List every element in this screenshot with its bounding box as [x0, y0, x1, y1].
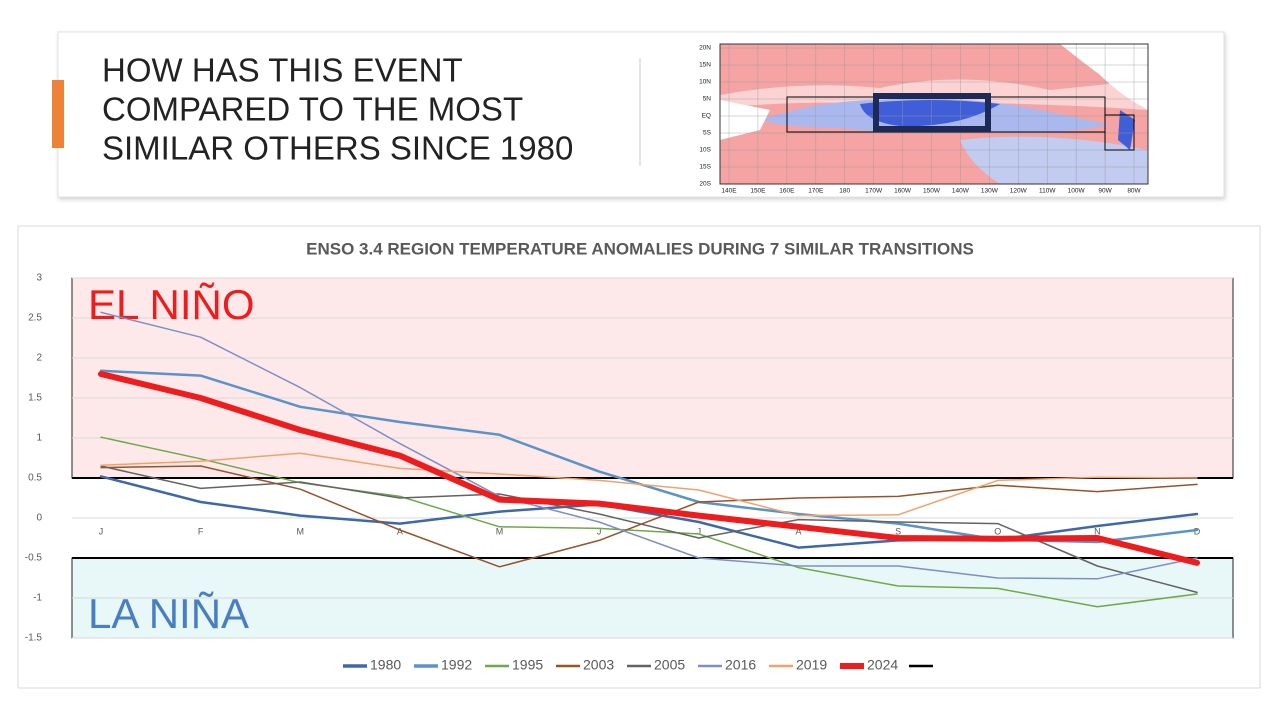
- x-tick-label: A: [397, 526, 403, 536]
- map-lat-label: 15N: [699, 62, 711, 69]
- y-tick-label: -0.5: [25, 553, 43, 564]
- nino34-box: [873, 93, 991, 132]
- map-lon-label: 140W: [952, 188, 970, 195]
- y-tick-label: -1.5: [25, 633, 43, 644]
- map-lon-label: 120W: [1010, 188, 1028, 195]
- title-line: SIMILAR OTHERS SINCE 1980: [102, 130, 573, 167]
- map-lon-label: 150W: [923, 188, 941, 195]
- accent-bar: [52, 80, 64, 148]
- legend-label: 2003: [583, 657, 614, 673]
- map-lat-label: EQ: [702, 113, 711, 120]
- y-tick-label: 0.5: [28, 473, 42, 484]
- x-tick-label: F: [198, 526, 204, 536]
- x-tick-label: J: [99, 526, 104, 536]
- map-lat-label: 15S: [699, 164, 711, 171]
- series-line: [100, 452, 1198, 517]
- map-box: [1104, 114, 1135, 151]
- x-tick-label: S: [895, 526, 901, 536]
- x-tick-label: N: [1094, 526, 1101, 536]
- map-lon-label: 100W: [1068, 188, 1086, 195]
- map-lat-label: 10S: [699, 147, 711, 154]
- x-tick-label: J: [597, 526, 602, 536]
- map-pattern: [860, 100, 1000, 127]
- y-tick-label: 2.5: [28, 313, 42, 324]
- map-lon-label: 170W: [865, 188, 883, 195]
- map-lon-label: 150E: [750, 188, 766, 195]
- map-land: [1060, 44, 1148, 110]
- y-tick-label: 2: [36, 353, 42, 364]
- map-land: [720, 100, 770, 140]
- map-lon-label: 140E: [721, 188, 737, 195]
- x-tick-label: O: [994, 526, 1001, 536]
- series-line: [100, 436, 1198, 608]
- y-tick-label: 1.5: [28, 393, 42, 404]
- map-lon-label: 90W: [1098, 188, 1112, 195]
- legend-label: 1992: [441, 657, 472, 673]
- map-lon-label: 80W: [1127, 188, 1141, 195]
- map-lon-label: 170E: [808, 188, 824, 195]
- y-tick-label: 1: [36, 433, 42, 444]
- map-lat-label: 10N: [699, 79, 711, 86]
- region-label: LA NIÑA: [88, 590, 249, 637]
- map-lat-label: 20S: [699, 181, 711, 188]
- map-lat-label: 5N: [703, 96, 712, 103]
- legend-label: 1995: [512, 657, 543, 673]
- region-label: EL NIÑO: [88, 281, 254, 328]
- series-line: [100, 465, 1198, 568]
- x-tick-label: M: [297, 526, 305, 536]
- map-lat-label: 5S: [703, 130, 712, 137]
- plot: -1.5 -1 -0.5 0 0.5 1 1.5 2 2.5 3 EL NIÑO LA NIÑA J F M…: [25, 273, 1234, 673]
- x-tick-label: D: [1194, 526, 1201, 536]
- series-line: [98, 371, 1200, 566]
- map-lon-label: 110W: [1039, 188, 1056, 195]
- region: [71, 277, 1234, 479]
- legend-label: 2024: [867, 657, 898, 673]
- legend-label: 2005: [654, 657, 685, 673]
- y-tick-label: -1: [33, 593, 42, 604]
- map-lat-label: 20N: [699, 45, 711, 52]
- series-line: [100, 311, 1198, 580]
- map-frame: [719, 43, 1149, 185]
- x-tick-label: A: [795, 526, 801, 536]
- x-tick-label: M: [496, 526, 504, 536]
- title-line: COMPARED TO THE MOST: [102, 91, 523, 128]
- map: 20N 15N 10N 5N EQ 5S 10S 15S 20S 140E 150E 160E 170E…: [699, 43, 1149, 195]
- y-tick-label: 3: [36, 273, 42, 284]
- map-lon-label: 180: [839, 188, 850, 195]
- legend-label: 1980: [370, 657, 401, 673]
- legend-label: 2019: [796, 657, 827, 673]
- legend-label: 2016: [725, 657, 756, 673]
- map-lon-label: 160E: [779, 188, 795, 195]
- chart-title: ENSO 3.4 REGION TEMPERATURE ANOMALIES DU…: [306, 239, 974, 258]
- map-pattern: [1118, 110, 1135, 150]
- map-lon-label: 160W: [894, 188, 912, 195]
- y-tick-label: 0: [36, 513, 42, 524]
- x-tick-label: J: [697, 526, 702, 536]
- map-pattern: [960, 136, 1148, 184]
- map-lon-label: 130W: [981, 188, 999, 195]
- series-line: [100, 465, 1198, 594]
- title-line: HOW HAS THIS EVENT: [102, 52, 463, 89]
